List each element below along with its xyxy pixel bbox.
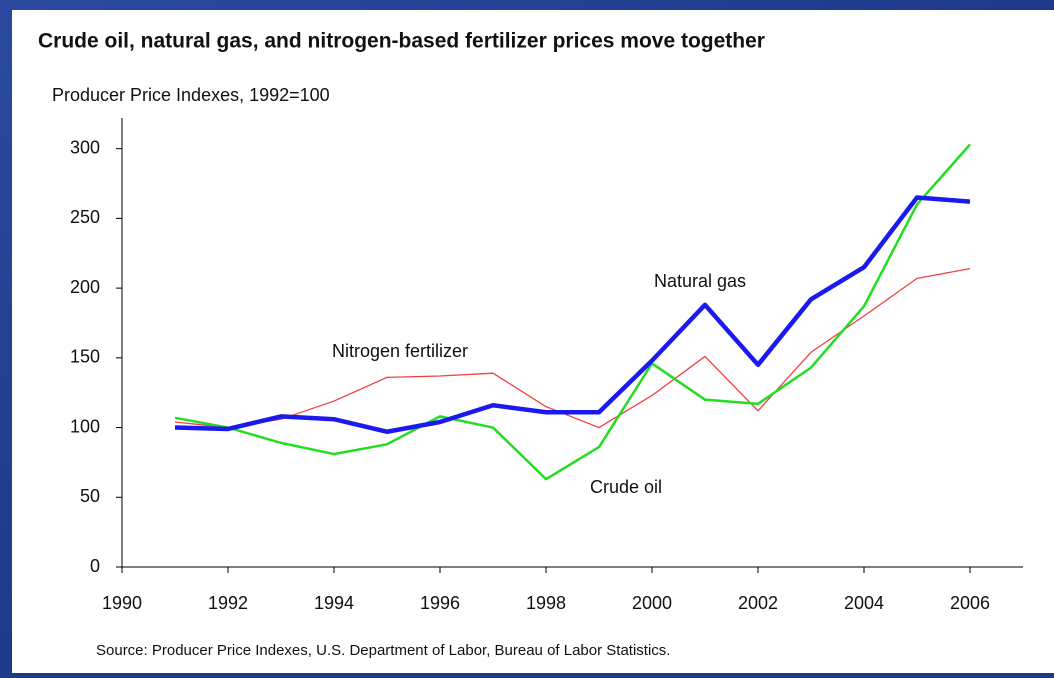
y-tick-label: 0: [90, 556, 100, 576]
x-tick-label: 1992: [208, 593, 248, 613]
subtitle: Producer Price Indexes, 1992=100: [52, 85, 330, 105]
series-line: [174, 267, 971, 429]
panel: [12, 10, 1054, 673]
x-tick-label: 1996: [420, 593, 460, 613]
y-tick-label: 100: [70, 416, 100, 436]
series-label: Natural gas: [654, 271, 746, 291]
series-line: [174, 143, 971, 481]
y-tick-label: 50: [80, 486, 100, 506]
y-tick-label: 200: [70, 277, 100, 297]
x-tick-label: 1994: [314, 593, 354, 613]
x-tick-label: 1998: [526, 593, 566, 613]
y-tick-label: 150: [70, 347, 100, 367]
source: Source: Producer Price Indexes, U.S. Dep…: [96, 642, 670, 659]
x-tick-label: 2006: [950, 593, 990, 613]
y-tick-label: 250: [70, 207, 100, 227]
series-label: Crude oil: [590, 477, 662, 497]
series-label: Nitrogen fertilizer: [332, 341, 468, 361]
x-tick-label: 2004: [844, 593, 884, 613]
chart-title: Crude oil, natural gas, and nitrogen-bas…: [38, 30, 765, 53]
series-line: [174, 195, 971, 434]
y-tick-label: 300: [70, 137, 100, 157]
x-tick-label: 2002: [738, 593, 778, 613]
x-tick-label: 1990: [102, 593, 142, 613]
x-tick-label: 2000: [632, 593, 672, 613]
